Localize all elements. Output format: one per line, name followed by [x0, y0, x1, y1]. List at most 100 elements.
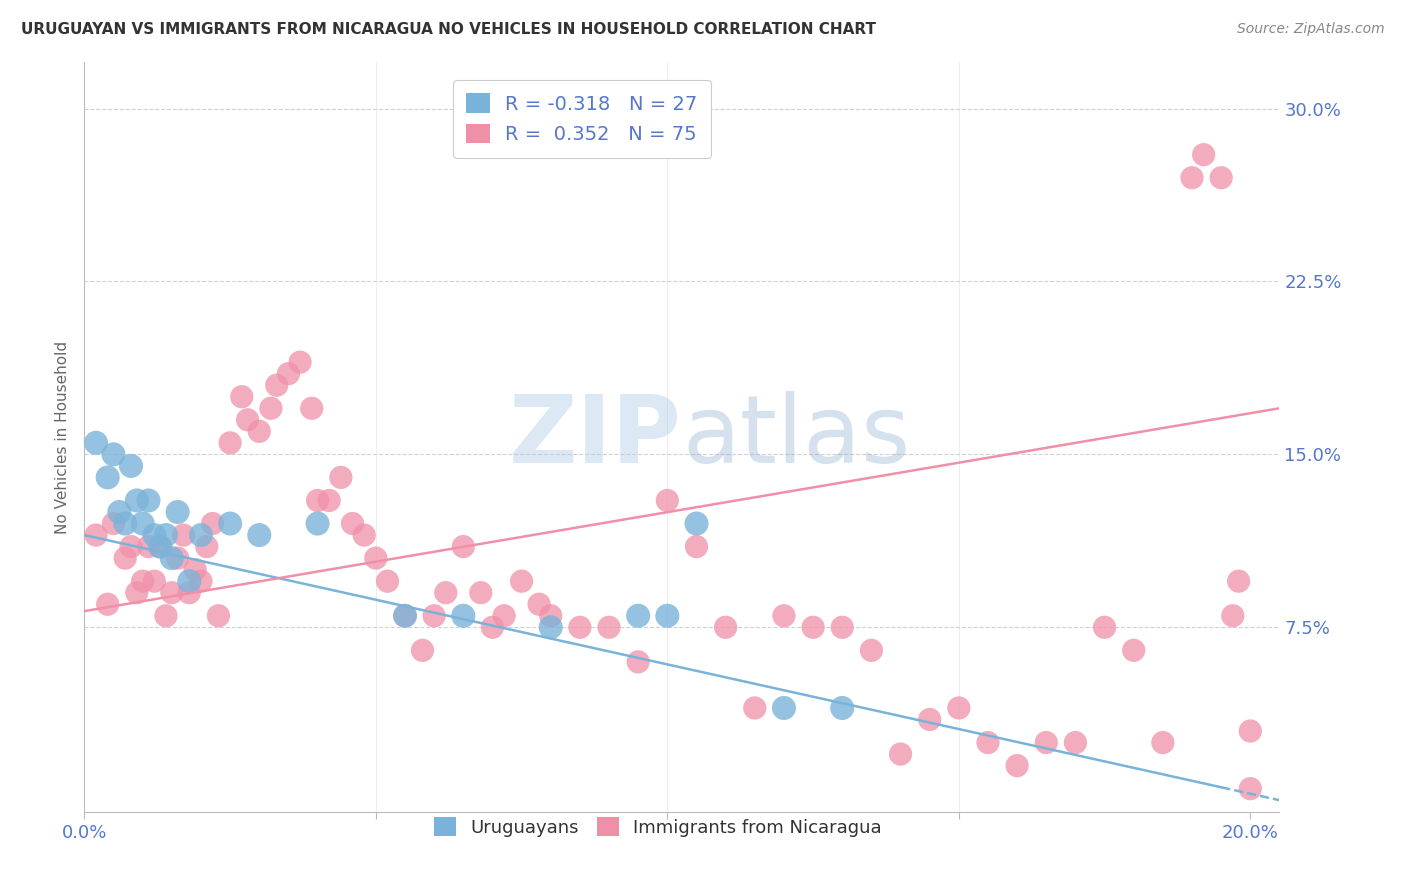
Point: [138, 493, 160, 508]
Text: URUGUAYAN VS IMMIGRANTS FROM NICARAGUA NO VEHICLES IN HOUSEHOLD CORRELATION CHAR: URUGUAYAN VS IMMIGRANTS FROM NICARAGUA N…: [21, 22, 876, 37]
Point: [860, 643, 883, 657]
Point: [1035, 735, 1057, 749]
Point: [114, 551, 136, 566]
Point: [527, 597, 550, 611]
Text: ZIP: ZIP: [509, 391, 682, 483]
Point: [453, 540, 475, 554]
Point: [411, 643, 433, 657]
Point: [184, 563, 207, 577]
Point: [481, 620, 503, 634]
Point: [627, 655, 650, 669]
Point: [166, 505, 188, 519]
Point: [657, 608, 679, 623]
Legend: Uruguayans, Immigrants from Nicaragua: Uruguayans, Immigrants from Nicaragua: [427, 810, 889, 844]
Point: [179, 585, 201, 599]
Point: [510, 574, 533, 589]
Point: [364, 551, 387, 566]
Point: [307, 493, 329, 508]
Point: [260, 401, 283, 416]
Point: [627, 608, 650, 623]
Text: Source: ZipAtlas.com: Source: ZipAtlas.com: [1237, 22, 1385, 37]
Point: [125, 585, 148, 599]
Point: [155, 608, 177, 623]
Point: [423, 608, 446, 623]
Point: [108, 505, 131, 519]
Point: [494, 608, 516, 623]
Point: [831, 701, 853, 715]
Point: [160, 585, 183, 599]
Point: [219, 435, 242, 450]
Point: [179, 574, 201, 589]
Point: [247, 425, 270, 439]
Point: [155, 528, 177, 542]
Point: [685, 516, 707, 531]
Point: [329, 470, 352, 484]
Point: [889, 747, 911, 761]
Point: [453, 608, 475, 623]
Point: [1181, 170, 1204, 185]
Point: [131, 516, 153, 531]
Point: [342, 516, 364, 531]
Point: [247, 528, 270, 542]
Point: [773, 701, 796, 715]
Point: [103, 447, 125, 461]
Point: [231, 390, 253, 404]
Point: [166, 551, 188, 566]
Point: [470, 585, 492, 599]
Point: [201, 516, 224, 531]
Y-axis label: No Vehicles in Household: No Vehicles in Household: [55, 341, 70, 533]
Point: [1211, 170, 1233, 185]
Point: [1227, 574, 1250, 589]
Point: [138, 540, 160, 554]
Point: [301, 401, 323, 416]
Point: [434, 585, 457, 599]
Point: [190, 574, 212, 589]
Point: [236, 413, 259, 427]
Point: [1094, 620, 1116, 634]
Point: [103, 516, 125, 531]
Point: [277, 367, 299, 381]
Point: [143, 574, 166, 589]
Point: [195, 540, 218, 554]
Point: [598, 620, 620, 634]
Point: [568, 620, 591, 634]
Point: [1005, 758, 1028, 772]
Point: [143, 528, 166, 542]
Point: [114, 516, 136, 531]
Point: [918, 713, 941, 727]
Point: [84, 435, 107, 450]
Point: [1222, 608, 1244, 623]
Point: [540, 608, 562, 623]
Point: [977, 735, 1000, 749]
Point: [394, 608, 416, 623]
Point: [1239, 781, 1261, 796]
Point: [125, 493, 148, 508]
Point: [207, 608, 229, 623]
Point: [657, 493, 679, 508]
Point: [377, 574, 399, 589]
Point: [685, 540, 707, 554]
Point: [1064, 735, 1087, 749]
Point: [1152, 735, 1174, 749]
Point: [149, 540, 172, 554]
Point: [288, 355, 311, 369]
Point: [97, 597, 120, 611]
Point: [84, 528, 107, 542]
Point: [948, 701, 970, 715]
Point: [318, 493, 340, 508]
Point: [219, 516, 242, 531]
Text: atlas: atlas: [682, 391, 910, 483]
Point: [773, 608, 796, 623]
Point: [307, 516, 329, 531]
Point: [131, 574, 153, 589]
Point: [744, 701, 766, 715]
Point: [120, 540, 142, 554]
Point: [120, 458, 142, 473]
Point: [190, 528, 212, 542]
Point: [801, 620, 824, 634]
Point: [172, 528, 194, 542]
Point: [1239, 724, 1261, 739]
Point: [266, 378, 288, 392]
Point: [1122, 643, 1144, 657]
Point: [1192, 147, 1215, 161]
